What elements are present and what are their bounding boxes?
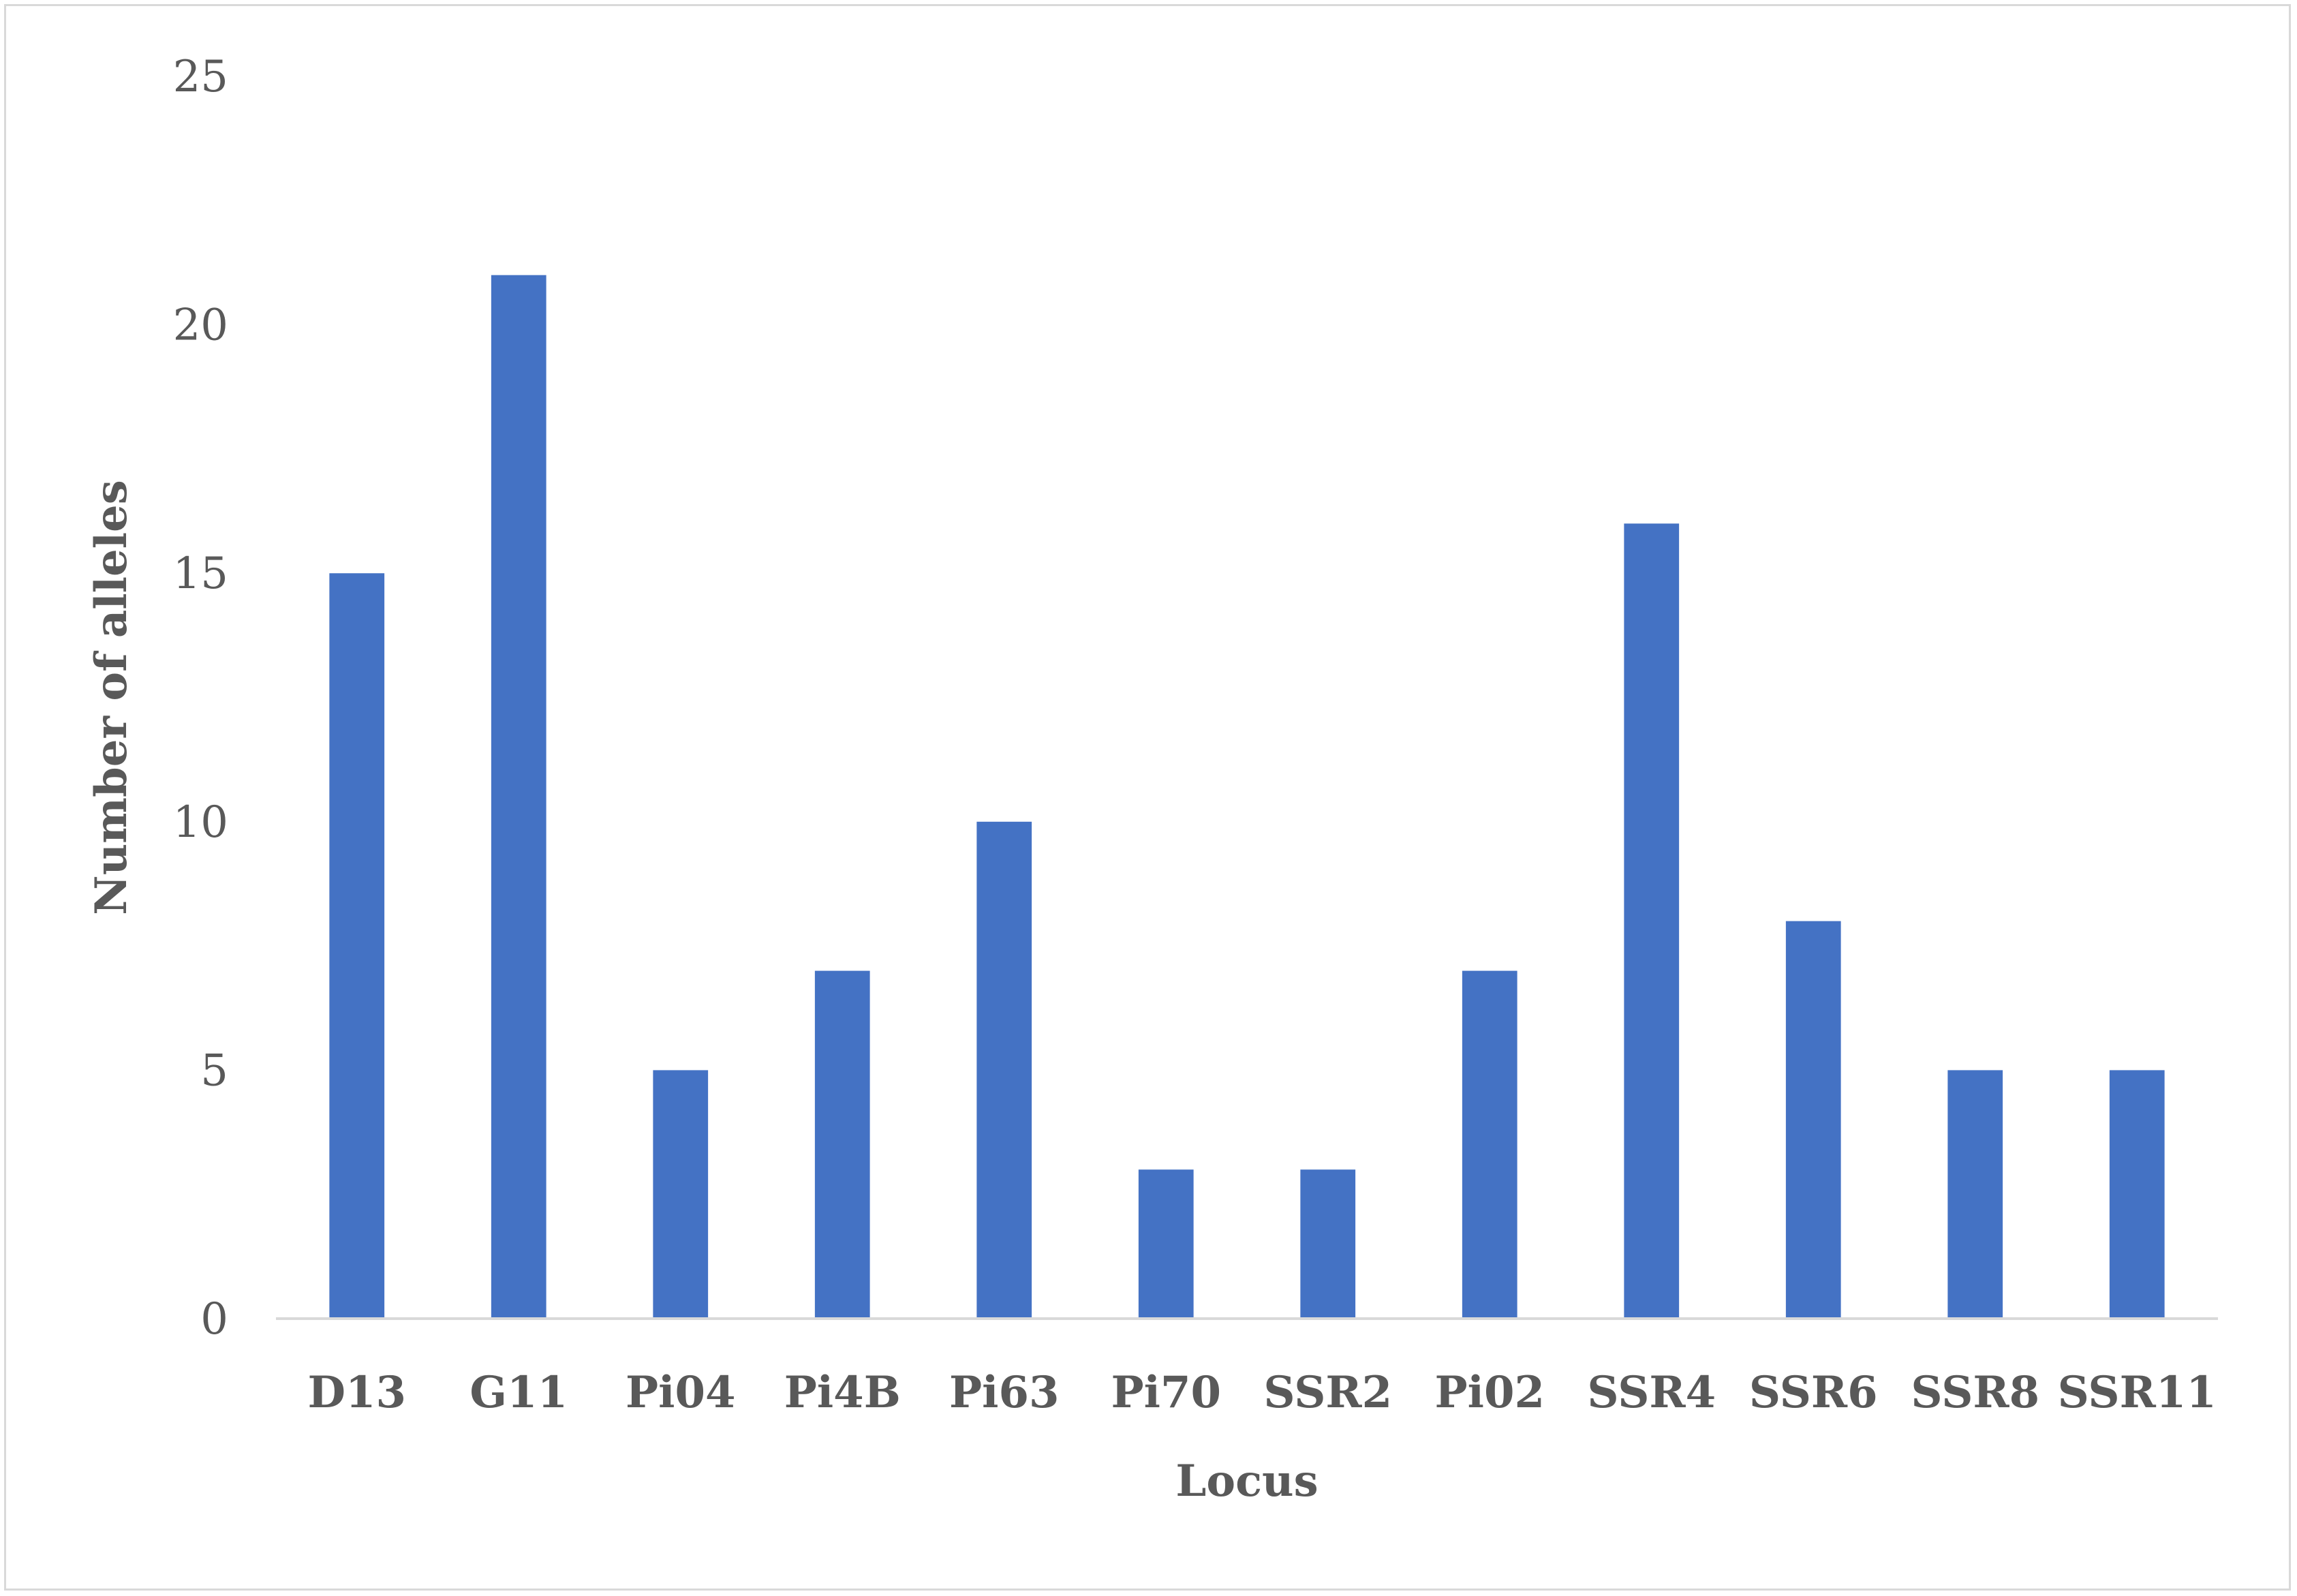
- x-axis-category-labels: D13 G11 Pi04 Pi4B Pi63 Pi70 SSR2 Pi02 SSR4 SSR6 SS…: [307, 1367, 2216, 1418]
- bar: [814, 970, 870, 1319]
- x-axis-title: Locus: [1175, 1456, 1318, 1507]
- x-tick-label: SSR11: [2058, 1367, 2217, 1418]
- bar: [491, 275, 546, 1319]
- x-tick-label: D13: [307, 1367, 406, 1418]
- x-tick-label: SSR8: [1911, 1367, 2039, 1418]
- x-tick-label: Pi04: [626, 1367, 736, 1418]
- chart-frame: [4, 4, 2291, 1591]
- bar: [1947, 1070, 2003, 1319]
- bar: [1138, 1169, 1194, 1319]
- bars: [329, 275, 2165, 1319]
- x-tick-label: Pi02: [1435, 1367, 1545, 1418]
- x-tick-label: Pi4B: [784, 1367, 901, 1418]
- y-tick-label: 10: [173, 797, 228, 848]
- bar: [1462, 970, 1517, 1319]
- bar: [329, 573, 385, 1319]
- y-axis-title: Number of alleles: [86, 480, 137, 915]
- x-tick-label: G11: [469, 1367, 568, 1418]
- y-tick-label: 20: [173, 301, 228, 351]
- y-tick-label: 0: [200, 1294, 228, 1345]
- bar: [653, 1070, 709, 1319]
- bar: [2109, 1070, 2165, 1319]
- x-tick-label: SSR4: [1587, 1367, 1716, 1418]
- bar: [1300, 1169, 1356, 1319]
- x-tick-label: SSR2: [1263, 1367, 1392, 1418]
- y-tick-label: 5: [200, 1045, 228, 1096]
- y-tick-label: 15: [173, 549, 228, 599]
- x-tick-label: Pi63: [949, 1367, 1060, 1418]
- bar: [1624, 523, 1680, 1319]
- x-tick-label: Pi70: [1111, 1367, 1222, 1418]
- y-tick-label: 25: [173, 52, 228, 102]
- x-tick-label: SSR6: [1749, 1367, 1878, 1418]
- y-axis-ticks: 0 5 10 15 20 25: [173, 52, 228, 1345]
- bar: [1785, 921, 1841, 1319]
- bar: [976, 821, 1032, 1319]
